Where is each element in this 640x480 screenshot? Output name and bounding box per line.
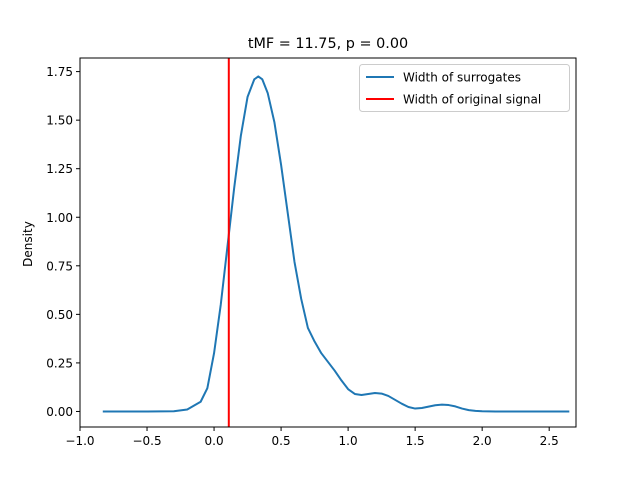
x-tick-label: 2.5 xyxy=(540,434,559,448)
x-tick-label: 0.5 xyxy=(272,434,291,448)
legend-entry-label: Width of original signal xyxy=(403,93,541,107)
legend-entry-label: Width of surrogates xyxy=(403,71,521,85)
surrogates-density-line xyxy=(102,75,570,413)
x-tick-label: 2.0 xyxy=(473,434,492,448)
x-tick-label: 1.5 xyxy=(406,434,425,448)
x-tick-label: −0.5 xyxy=(132,434,161,448)
y-tick-label: 0.25 xyxy=(46,356,73,370)
y-tick-label: 0.75 xyxy=(46,259,73,273)
axes: −1.0 −0.5 0.0 0.5 1.0 1.5 2.0 2.5 0.00 0.25 0.50 0.… xyxy=(46,57,577,448)
chart-title: tMF = 11.75, p = 0.00 xyxy=(248,36,408,52)
y-tick-label: 1.75 xyxy=(46,65,73,79)
plot-area xyxy=(102,58,570,427)
y-tick-label: 0.50 xyxy=(46,308,73,322)
x-tick-label: 0.0 xyxy=(205,434,224,448)
x-tick-label: −1.0 xyxy=(65,434,94,448)
y-tick-label: 0.00 xyxy=(46,405,73,419)
y-axis-label: Density xyxy=(21,221,35,267)
legend: Width of surrogates Width of original sig… xyxy=(359,64,570,112)
legend-box xyxy=(359,64,570,112)
x-tick-label: 1.0 xyxy=(339,434,358,448)
axes-frame xyxy=(79,57,577,428)
y-tick-label: 1.25 xyxy=(46,162,73,176)
y-tick-label: 1.00 xyxy=(46,211,73,225)
y-tick-label: 1.50 xyxy=(46,114,73,128)
